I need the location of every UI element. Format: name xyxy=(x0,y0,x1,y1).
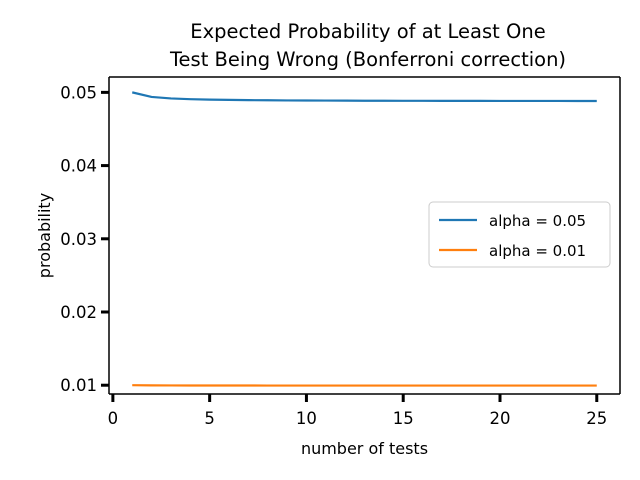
y-axis-ticks: 0.01 0.02 0.03 0.04 0.05 xyxy=(60,83,109,395)
y-axis-label: probability xyxy=(35,193,54,278)
axes-spines xyxy=(108,76,621,395)
legend-label-2: alpha = 0.01 xyxy=(489,242,586,260)
y-tick-label: 0.04 xyxy=(60,157,97,176)
x-tick-label: 25 xyxy=(586,409,607,428)
x-axis-ticks: 0 5 10 15 20 25 xyxy=(108,394,607,428)
y-tick-label: 0.02 xyxy=(60,303,97,322)
legend-label-1: alpha = 0.05 xyxy=(489,212,586,230)
series-line-1 xyxy=(131,91,597,103)
chart-title: Expected Probability of at Least One Tes… xyxy=(169,20,566,71)
series-layer xyxy=(131,91,597,387)
y-tick-label: 0.01 xyxy=(60,376,97,395)
x-tick-label: 5 xyxy=(204,409,215,428)
y-tick-label: 0.03 xyxy=(60,230,97,249)
x-tick-label: 20 xyxy=(489,409,510,428)
chart-title-line-1: Expected Probability of at Least One xyxy=(190,20,545,43)
x-tick-label: 0 xyxy=(108,409,119,428)
legend: alpha = 0.05 alpha = 0.01 xyxy=(428,201,611,268)
x-tick-label: 10 xyxy=(296,409,317,428)
x-axis-label: number of tests xyxy=(301,439,428,458)
x-tick-label: 15 xyxy=(393,409,414,428)
chart-title-line-2: Test Being Wrong (Bonferroni correction) xyxy=(169,48,566,71)
y-tick-label: 0.05 xyxy=(60,83,97,102)
